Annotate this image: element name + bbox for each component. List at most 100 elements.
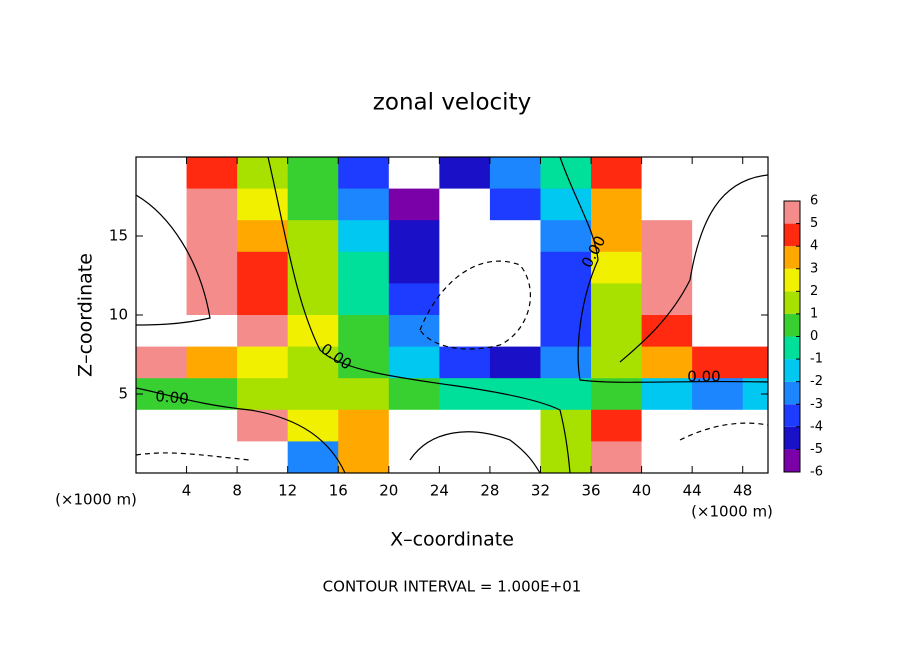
colorbar-tick-label: 3 — [810, 261, 818, 276]
cell — [591, 251, 643, 284]
cell — [742, 409, 768, 442]
cell — [237, 251, 289, 284]
cell — [136, 441, 188, 473]
cell — [692, 315, 744, 348]
colorbar-tick-label: -1 — [810, 352, 823, 367]
cell — [388, 409, 440, 442]
cell — [287, 441, 339, 473]
colorbar-band — [784, 426, 800, 450]
cell — [439, 346, 491, 379]
cell — [591, 378, 643, 411]
cell — [489, 251, 541, 284]
cell — [591, 315, 643, 348]
cell — [388, 346, 440, 379]
cell — [338, 220, 390, 253]
cell — [641, 251, 693, 284]
cell — [338, 283, 390, 316]
cell — [237, 157, 289, 190]
cell — [641, 188, 693, 221]
cell — [186, 283, 238, 316]
cell — [186, 315, 238, 348]
footer-note: CONTOUR INTERVAL = 1.000E+01 — [323, 578, 582, 596]
colorbar-tick-label: 1 — [810, 306, 818, 321]
cell — [237, 283, 289, 316]
cell — [237, 441, 289, 473]
cell — [489, 346, 541, 379]
cell — [641, 441, 693, 473]
colorbar-band — [784, 246, 800, 269]
cell — [287, 315, 339, 348]
cell — [742, 251, 768, 284]
cell — [742, 315, 768, 348]
cell — [388, 378, 440, 411]
y-tick-label: 10 — [109, 306, 128, 324]
cell — [439, 157, 491, 190]
cell — [338, 157, 390, 190]
x-tick-label: 20 — [379, 482, 398, 500]
cell — [692, 188, 744, 221]
cell — [439, 441, 491, 473]
cell — [489, 283, 541, 316]
cell — [237, 315, 289, 348]
colorbar-tick-label: 2 — [810, 284, 818, 299]
field — [136, 157, 768, 473]
colorbar-band — [784, 449, 800, 472]
x-unit: (×1000 m) — [691, 503, 773, 521]
cell — [641, 220, 693, 253]
cell — [186, 157, 238, 190]
cell — [186, 378, 238, 411]
cell — [742, 188, 768, 221]
cell — [439, 251, 491, 284]
x-tick-label: 8 — [232, 482, 242, 500]
x-tick-label: 12 — [278, 482, 297, 500]
cell — [692, 346, 744, 379]
cell — [136, 220, 188, 253]
cell — [489, 315, 541, 348]
cell — [186, 220, 238, 253]
cell — [489, 409, 541, 442]
cell — [489, 157, 541, 190]
cell — [439, 283, 491, 316]
colorbar-band — [784, 268, 800, 292]
colorbar-tick-label: -6 — [810, 465, 823, 480]
cell — [591, 441, 643, 473]
cell — [287, 251, 339, 284]
cell — [237, 409, 289, 442]
cell — [338, 188, 390, 221]
cell — [287, 220, 339, 253]
cell — [439, 188, 491, 221]
y-unit: (×1000 m) — [55, 491, 137, 509]
cell — [287, 409, 339, 442]
cell — [591, 157, 643, 190]
cell — [237, 188, 289, 221]
cell — [388, 188, 440, 221]
colorbar-tick-label: -3 — [810, 397, 823, 412]
cell — [136, 157, 188, 190]
cell — [489, 188, 541, 221]
cell — [136, 315, 188, 348]
cell — [540, 346, 592, 379]
cell — [287, 157, 339, 190]
contour-label: 0.00 — [155, 387, 190, 408]
cell — [439, 220, 491, 253]
cell — [641, 409, 693, 442]
cell — [388, 157, 440, 190]
cell — [742, 441, 768, 473]
cell — [591, 188, 643, 221]
colorbar-band — [784, 381, 800, 405]
cell — [540, 188, 592, 221]
cell — [186, 409, 238, 442]
cell — [692, 441, 744, 473]
cell — [692, 283, 744, 316]
x-tick-label: 36 — [581, 482, 600, 500]
colorbar-band — [784, 359, 800, 382]
cell — [692, 378, 744, 411]
cell — [186, 441, 238, 473]
x-tick-label: 28 — [480, 482, 499, 500]
cell — [338, 378, 390, 411]
cell — [540, 441, 592, 473]
colorbar-band — [784, 223, 800, 247]
x-tick-label: 32 — [531, 482, 550, 500]
cell — [591, 409, 643, 442]
